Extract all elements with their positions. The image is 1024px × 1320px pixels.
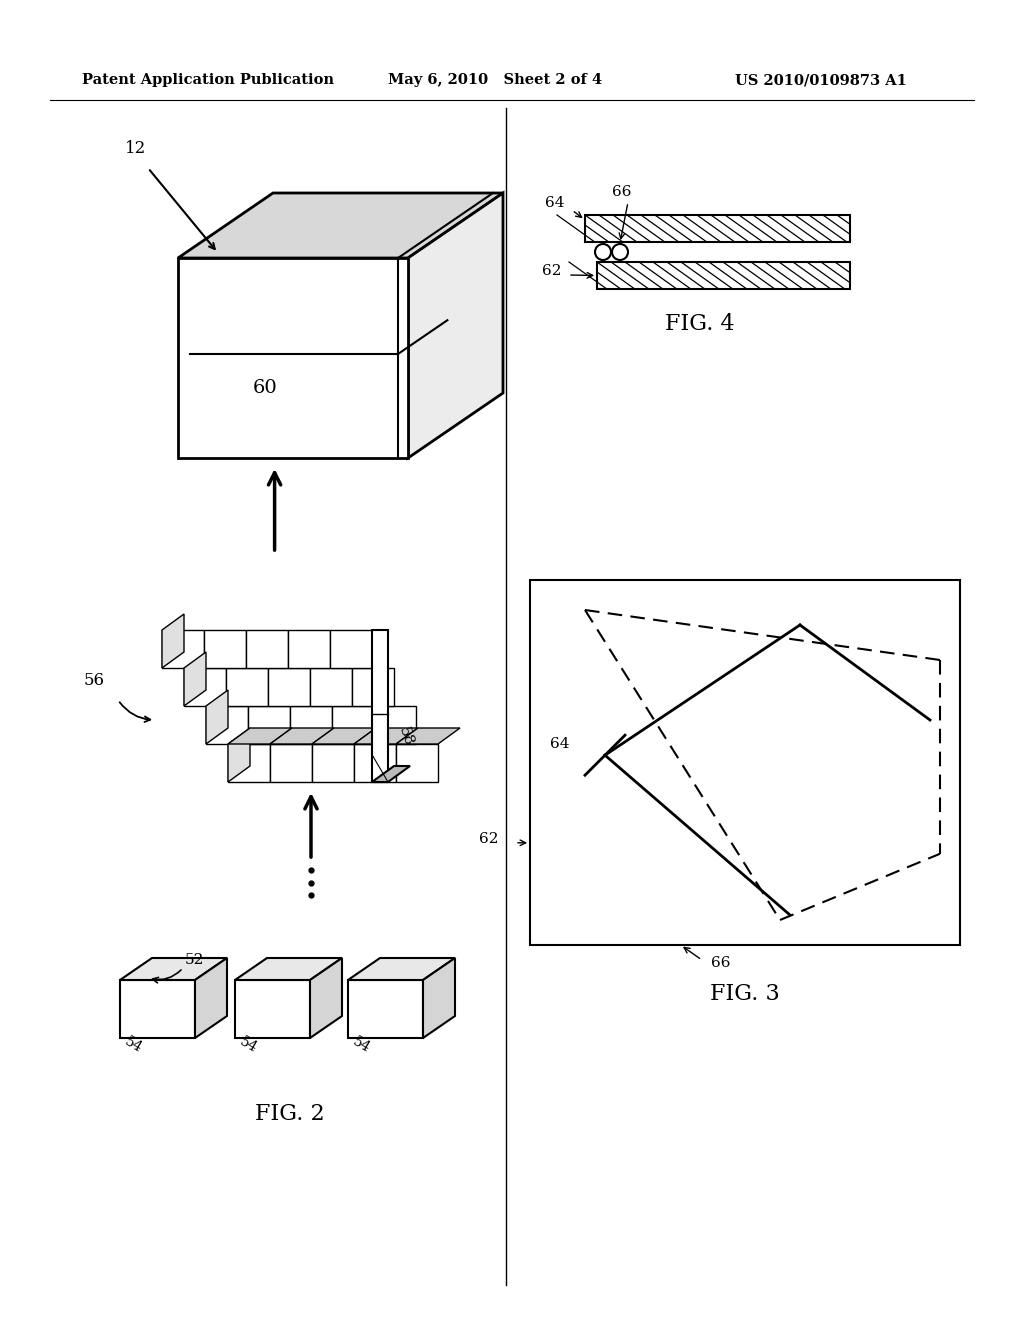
- Polygon shape: [348, 979, 423, 1038]
- Text: 62: 62: [478, 832, 498, 846]
- Polygon shape: [120, 958, 227, 979]
- Polygon shape: [597, 261, 850, 289]
- Text: 66: 66: [711, 956, 730, 970]
- Polygon shape: [396, 729, 460, 744]
- Polygon shape: [423, 958, 455, 1038]
- Polygon shape: [234, 958, 342, 979]
- Polygon shape: [374, 706, 416, 744]
- Polygon shape: [162, 614, 184, 668]
- Polygon shape: [184, 668, 226, 706]
- Polygon shape: [396, 744, 438, 781]
- Text: FIG. 3: FIG. 3: [710, 983, 780, 1005]
- Polygon shape: [248, 706, 290, 744]
- Polygon shape: [270, 729, 334, 744]
- Bar: [585, 215, 850, 242]
- Text: May 6, 2010   Sheet 2 of 4: May 6, 2010 Sheet 2 of 4: [388, 73, 602, 87]
- Polygon shape: [348, 958, 455, 979]
- Circle shape: [612, 244, 628, 260]
- Polygon shape: [195, 958, 227, 1038]
- Polygon shape: [310, 958, 342, 1038]
- Text: FIG. 2: FIG. 2: [255, 1104, 325, 1125]
- Polygon shape: [206, 690, 228, 744]
- Text: 64: 64: [550, 737, 569, 751]
- Polygon shape: [228, 729, 292, 744]
- Polygon shape: [162, 630, 204, 668]
- Polygon shape: [354, 729, 418, 744]
- Polygon shape: [226, 668, 268, 706]
- Polygon shape: [530, 579, 961, 945]
- Circle shape: [595, 244, 611, 260]
- Polygon shape: [354, 744, 396, 781]
- Text: 66: 66: [612, 185, 632, 199]
- Text: 60: 60: [253, 379, 278, 397]
- Polygon shape: [228, 729, 250, 781]
- Text: 62: 62: [542, 264, 561, 279]
- Polygon shape: [206, 706, 248, 744]
- Text: 54: 54: [350, 1034, 373, 1055]
- Text: US 2010/0109873 A1: US 2010/0109873 A1: [735, 73, 907, 87]
- Polygon shape: [290, 706, 332, 744]
- Polygon shape: [330, 630, 372, 668]
- Polygon shape: [310, 668, 352, 706]
- Text: 54: 54: [122, 1034, 144, 1055]
- Text: 54: 54: [237, 1034, 259, 1055]
- Polygon shape: [246, 630, 288, 668]
- Polygon shape: [228, 744, 270, 781]
- Polygon shape: [332, 706, 374, 744]
- Polygon shape: [312, 729, 376, 744]
- Polygon shape: [120, 979, 195, 1038]
- Polygon shape: [268, 668, 310, 706]
- Polygon shape: [288, 630, 330, 668]
- Text: 64: 64: [546, 195, 565, 210]
- Text: FIG. 4: FIG. 4: [666, 313, 735, 335]
- Text: 52: 52: [185, 953, 205, 968]
- Polygon shape: [204, 630, 246, 668]
- Polygon shape: [372, 766, 410, 781]
- Polygon shape: [178, 257, 408, 458]
- Polygon shape: [585, 215, 850, 242]
- Bar: [597, 261, 850, 289]
- Polygon shape: [352, 668, 394, 706]
- Polygon shape: [270, 744, 312, 781]
- Polygon shape: [372, 630, 388, 781]
- Text: Patent Application Publication: Patent Application Publication: [82, 73, 334, 87]
- Text: 56: 56: [84, 672, 105, 689]
- Polygon shape: [178, 193, 503, 257]
- Polygon shape: [234, 979, 310, 1038]
- Polygon shape: [184, 652, 206, 706]
- Text: 12: 12: [125, 140, 146, 157]
- Polygon shape: [312, 744, 354, 781]
- Polygon shape: [408, 193, 503, 458]
- Text: 58: 58: [396, 725, 416, 748]
